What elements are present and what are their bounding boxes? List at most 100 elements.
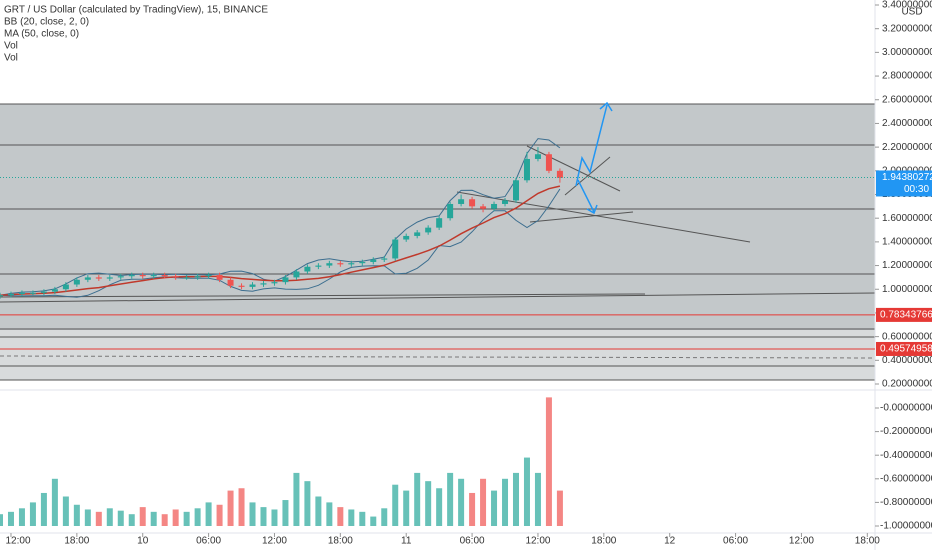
chart-title: GRT / US Dollar (calculated by TradingVi… bbox=[4, 5, 268, 16]
volume-bar bbox=[403, 490, 410, 526]
y-tick-label: 1.20000000 bbox=[882, 260, 932, 271]
candle-body bbox=[271, 282, 278, 284]
alert-badge bbox=[876, 341, 932, 356]
alert-badge bbox=[876, 307, 932, 322]
candle-body bbox=[40, 291, 47, 293]
price-label: 1.94380272 bbox=[882, 172, 932, 183]
countdown: 00:30 bbox=[904, 184, 929, 195]
volume-bar bbox=[40, 492, 47, 526]
x-tick-label: 18:00 bbox=[64, 536, 89, 547]
volume-bar bbox=[458, 478, 465, 526]
candle-body bbox=[370, 259, 377, 263]
candle-body bbox=[128, 275, 135, 277]
volume-bar bbox=[150, 511, 157, 526]
volume-bar bbox=[556, 490, 563, 526]
volume-bar bbox=[293, 472, 300, 526]
volume-bar bbox=[282, 500, 289, 526]
candle-body bbox=[18, 292, 25, 294]
candle-body bbox=[381, 258, 388, 260]
x-tick-label: 11 bbox=[401, 536, 412, 547]
candle-body bbox=[29, 292, 36, 294]
x-tick-label: 06:00 bbox=[723, 536, 748, 547]
volume-bar bbox=[62, 496, 69, 526]
y-tick-label: 3.20000000 bbox=[882, 23, 932, 34]
candle-body bbox=[326, 263, 333, 266]
price-badge bbox=[876, 170, 932, 197]
volume-bar bbox=[117, 510, 124, 526]
volume-bar bbox=[216, 504, 223, 526]
alert-label: 0.78343766 bbox=[880, 310, 932, 321]
volume-bar bbox=[326, 502, 333, 526]
y-tick-label: 3.00000000 bbox=[882, 47, 932, 58]
candle-body bbox=[183, 277, 190, 279]
volume-bar bbox=[271, 509, 278, 526]
volume-bar bbox=[73, 504, 80, 526]
candle-body bbox=[545, 154, 552, 171]
volume-bar bbox=[315, 496, 322, 526]
x-tick-label: 12:00 bbox=[525, 536, 550, 547]
volume-bar bbox=[18, 508, 25, 526]
candle-body bbox=[84, 277, 91, 280]
y-tick-label: 2.60000000 bbox=[882, 94, 932, 105]
x-tick-label: 12 bbox=[664, 536, 676, 547]
bb-lower bbox=[0, 188, 561, 298]
volume-bar bbox=[414, 472, 421, 526]
candle-body bbox=[447, 203, 454, 219]
volume-bar bbox=[238, 488, 245, 526]
volume-bar bbox=[545, 397, 552, 526]
legend-entry: Vol bbox=[4, 41, 18, 52]
candle-body bbox=[534, 154, 541, 159]
volume-bar bbox=[249, 502, 256, 526]
candle-body bbox=[304, 266, 311, 272]
candle-body bbox=[150, 275, 157, 277]
volume-bar bbox=[205, 502, 212, 526]
volume-bar bbox=[359, 511, 366, 526]
ma bbox=[0, 185, 561, 296]
candle-body bbox=[480, 206, 487, 209]
candle-body bbox=[161, 275, 168, 277]
x-tick-label: 18:00 bbox=[328, 536, 353, 547]
volume-bar bbox=[7, 511, 14, 526]
y2-tick-label: -0.40000000 bbox=[880, 450, 932, 461]
volume-bar bbox=[469, 492, 476, 526]
zone bbox=[0, 330, 875, 380]
x-tick-label: 12:00 bbox=[789, 536, 814, 547]
candle-body bbox=[502, 200, 509, 204]
volume-bar bbox=[183, 511, 190, 526]
candle-body bbox=[414, 232, 421, 236]
candle-body bbox=[512, 180, 519, 201]
volume-bar bbox=[227, 490, 234, 526]
y-tick-label: 1.00000000 bbox=[882, 284, 932, 295]
y-tick-label: 0.60000000 bbox=[882, 331, 932, 342]
y-tick-label: 3.40000000 bbox=[882, 0, 932, 11]
volume-bar bbox=[491, 490, 498, 526]
legend-entry: MA (50, close, 0) bbox=[4, 29, 79, 40]
volume-bar bbox=[392, 484, 399, 526]
volume-bar bbox=[194, 508, 201, 526]
legend-entry: BB (20, close, 2, 0) bbox=[4, 17, 89, 28]
volume-bar bbox=[523, 457, 530, 526]
candle-body bbox=[436, 218, 443, 228]
y2-tick-label: -1.00000000 bbox=[880, 521, 932, 532]
volume-bar bbox=[106, 508, 113, 526]
candle-body bbox=[205, 275, 212, 277]
y2-tick-label: -0.20000000 bbox=[880, 426, 932, 437]
y-tick-label: 2.80000000 bbox=[882, 71, 932, 82]
volume-bar bbox=[260, 507, 267, 526]
volume-bar bbox=[480, 478, 487, 526]
candle-body bbox=[260, 283, 267, 285]
candle-body bbox=[73, 279, 80, 285]
candle-body bbox=[337, 263, 344, 265]
y2-tick-label: -0.00000000 bbox=[880, 403, 932, 414]
candle-body bbox=[425, 227, 432, 233]
x-tick-label: 06:00 bbox=[460, 536, 485, 547]
candle-body bbox=[556, 170, 563, 178]
bb-upper bbox=[0, 138, 561, 296]
volume-bar bbox=[304, 481, 311, 526]
candle-body bbox=[117, 276, 124, 278]
volume-bar bbox=[534, 472, 541, 526]
y-tick-label: 1.40000000 bbox=[882, 237, 932, 248]
candle-body bbox=[293, 271, 300, 278]
x-tick-label: 12:00 bbox=[5, 536, 30, 547]
volume-bar bbox=[381, 508, 388, 526]
